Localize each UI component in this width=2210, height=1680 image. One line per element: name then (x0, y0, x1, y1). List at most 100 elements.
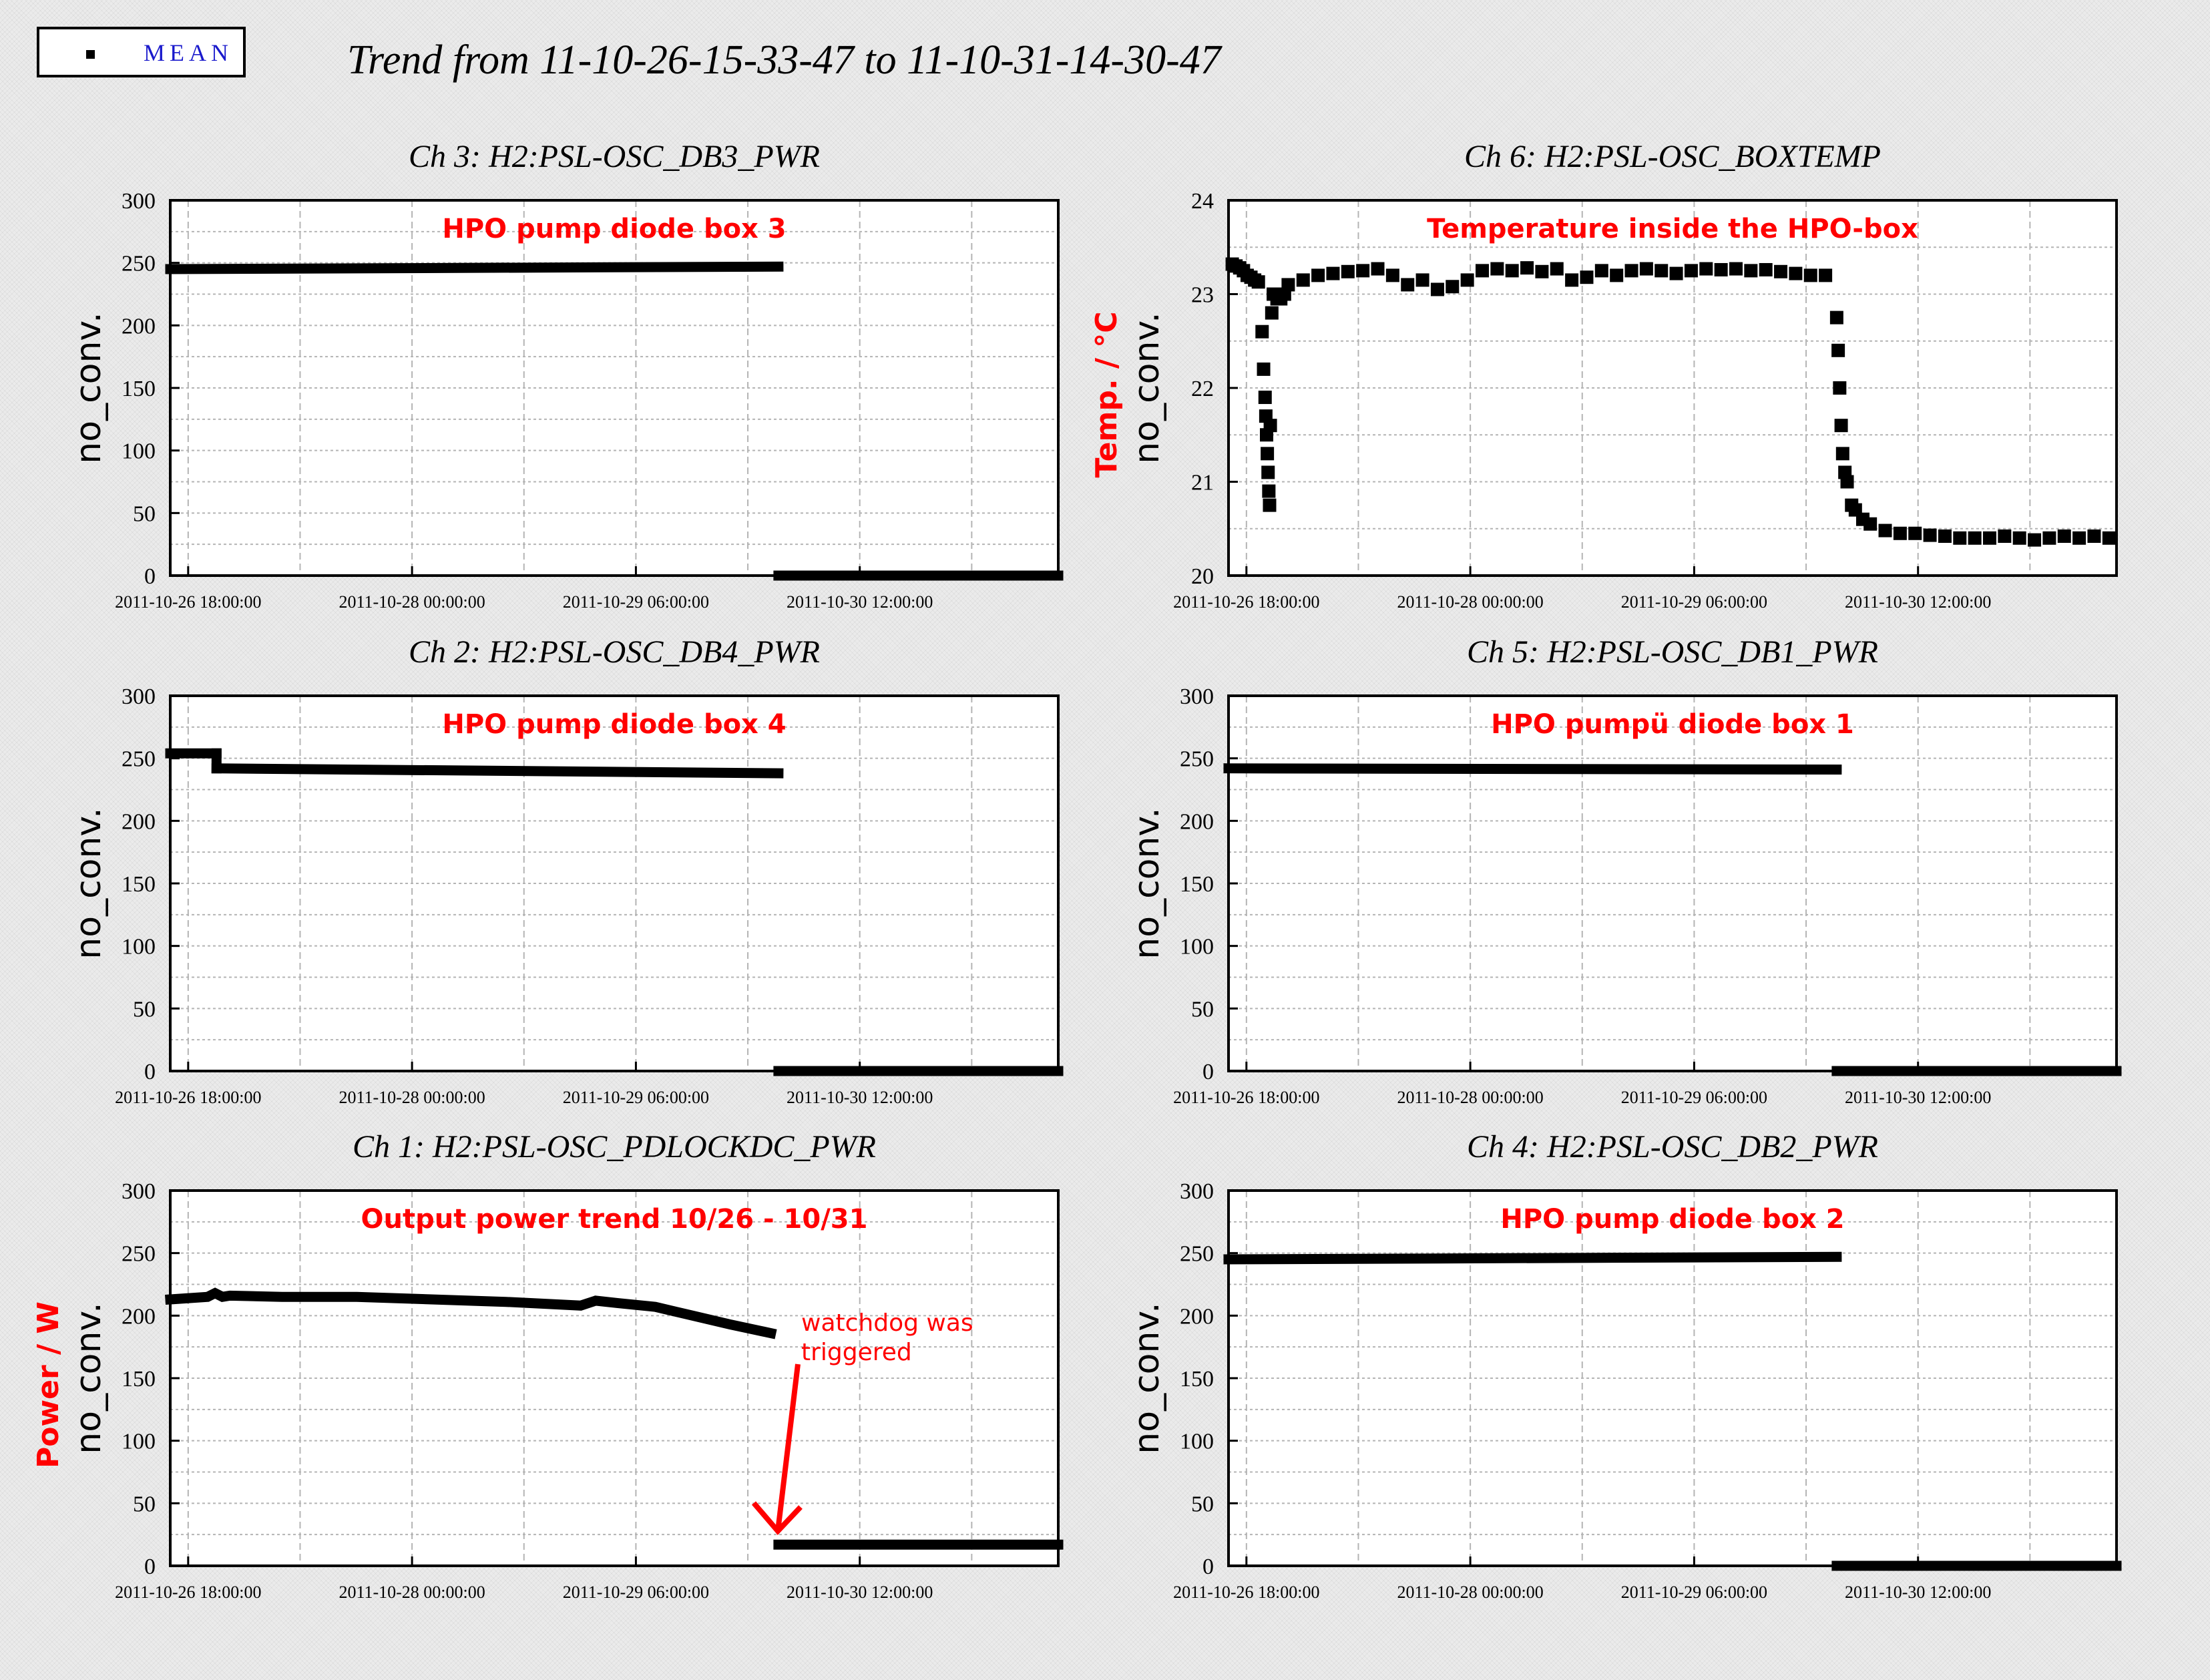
data-point (1281, 278, 1295, 292)
data-point (1744, 264, 1758, 278)
x-tick-label: 2011-10-30 12:00:00 (787, 592, 933, 612)
y-tick-label: 150 (1180, 1367, 1214, 1392)
chart-title: Ch 3: H2:PSL-OSC_DB3_PWR (409, 139, 820, 174)
x-tick-label: 2011-10-30 12:00:00 (1845, 1583, 1991, 1602)
legend-marker-square-icon (86, 50, 95, 59)
y-tick-label: 300 (1180, 684, 1214, 709)
data-point (1520, 261, 1534, 275)
x-tick-label: 2011-10-28 00:00:00 (339, 1088, 485, 1107)
y-tick-label: 20 (1191, 564, 1214, 589)
y-tick-label: 250 (122, 1242, 156, 1267)
callout-text-line: triggered (801, 1339, 912, 1366)
y-tick-label: 300 (122, 684, 156, 709)
data-series-segment-1 (1223, 1251, 1842, 1265)
data-point (1840, 475, 1854, 489)
data-point (1505, 264, 1519, 278)
y-tick-label: 24 (1191, 189, 1214, 214)
chart-panel-3: 0 50 100 150 200 250 300 2011-10-26 18:00:00 201… (69, 634, 1064, 1107)
data-point (1550, 262, 1564, 276)
y-tick-label: 250 (122, 747, 156, 772)
y-tick-label: 100 (122, 439, 156, 464)
x-tick-label: 2011-10-28 00:00:00 (1397, 1583, 1543, 1602)
data-point (1326, 266, 1340, 280)
chart-panel-4: 0 50 100 150 200 250 300 2011-10-26 18:00:00 201… (1127, 634, 2122, 1107)
data-point (1953, 531, 1967, 545)
x-tick-label: 2011-10-29 06:00:00 (1621, 1583, 1767, 1602)
y-axis-label: no_conv. (1127, 1302, 1167, 1454)
legend-label: MEAN (144, 39, 233, 66)
callout-arrow-shaft (775, 1363, 801, 1532)
chart-annotation: HPO pumpü diode box 1 (1491, 709, 1854, 740)
x-tick-label: 2011-10-28 00:00:00 (1397, 1088, 1543, 1107)
x-tick-label: 2011-10-26 18:00:00 (115, 1088, 261, 1107)
x-tick-label: 2011-10-26 18:00:00 (1173, 1088, 1319, 1107)
x-tick-label: 2011-10-28 00:00:00 (339, 592, 485, 612)
y-tick-label: 250 (122, 252, 156, 276)
data-point (1371, 262, 1385, 276)
data-point (1265, 306, 1279, 320)
x-tick-label: 2011-10-29 06:00:00 (563, 1088, 709, 1107)
chart-annotation: Output power trend 10/26 - 10/31 (361, 1204, 868, 1235)
data-point (1684, 264, 1698, 278)
data-point (1803, 268, 1817, 282)
y-tick-label: 200 (122, 1304, 156, 1329)
y-tick-label: 100 (1180, 1430, 1214, 1454)
y-axis-label: no_conv. (69, 1302, 109, 1454)
data-point (1654, 264, 1669, 278)
data-point (1356, 264, 1370, 278)
data-point (1311, 268, 1325, 282)
y-tick-label: 300 (122, 1179, 156, 1204)
data-point (1893, 526, 1907, 540)
y-tick-label: 0 (1202, 1060, 1214, 1084)
data-point (1257, 362, 1271, 376)
chart-annotation: HPO pump diode box 2 (1500, 1204, 1844, 1235)
data-point (2087, 529, 2101, 543)
y-tick-label: 150 (122, 1367, 156, 1392)
chart-panel-6: 0 50 100 150 200 250 300 2011-10-26 18:00:00 201… (1127, 1129, 2122, 1602)
data-point (1789, 266, 1803, 280)
y-tick-label: 200 (1180, 809, 1214, 834)
data-point (2072, 531, 2086, 545)
x-tick-label: 2011-10-29 06:00:00 (1621, 592, 1767, 612)
data-point (1341, 264, 1355, 278)
data-point (1863, 517, 1877, 531)
chart-title: Ch 2: H2:PSL-OSC_DB4_PWR (409, 634, 820, 670)
y-axis-unit-label: Power / W (31, 1301, 65, 1468)
y-tick-label: 150 (122, 377, 156, 401)
data-point (1908, 526, 1922, 540)
y-axis-label: no_conv. (69, 312, 109, 463)
data-point (1639, 262, 1653, 276)
data-series-segment-1 (1223, 763, 1842, 775)
chart-panel-5: 0 50 100 150 200 250 300 2011-10-26 18:00:00 201… (31, 1129, 1064, 1602)
data-point (1261, 465, 1275, 479)
data-point (1535, 264, 1549, 278)
x-tick-label: 2011-10-28 00:00:00 (339, 1583, 485, 1602)
y-tick-label: 100 (122, 935, 156, 960)
data-point (1258, 391, 1272, 405)
data-point (1834, 419, 1848, 433)
page-title: Trend from 11-10-26-15-33-47 to 11-10-31… (347, 37, 1221, 83)
data-point (2057, 529, 2071, 543)
data-point (1251, 275, 1265, 289)
y-tick-label: 50 (133, 997, 156, 1022)
chart-panel-1: 0 50 100 150 200 250 300 2011-10-26 18:00:00 201… (69, 139, 1064, 612)
chart-title: Ch 1: H2:PSL-OSC_PDLOCKDC_PWR (353, 1129, 876, 1165)
x-tick-label: 2011-10-26 18:00:00 (115, 592, 261, 612)
data-series-segment-3 (211, 763, 784, 779)
x-tick-label: 2011-10-30 12:00:00 (787, 1583, 933, 1602)
x-tick-label: 2011-10-26 18:00:00 (115, 1583, 261, 1602)
data-point (1476, 264, 1489, 278)
y-axis-label: no_conv. (69, 807, 109, 959)
data-point (1878, 523, 1892, 538)
data-point (1669, 266, 1683, 280)
data-point (1938, 529, 1952, 543)
y-tick-label: 0 (1202, 1554, 1214, 1579)
data-point (1263, 419, 1277, 433)
data-point (2012, 531, 2026, 545)
y-tick-label: 150 (122, 872, 156, 897)
data-point (2102, 531, 2116, 545)
y-tick-label: 0 (144, 1554, 156, 1579)
y-axis-unit-label: Temp. / °C (1090, 311, 1124, 477)
data-point (1729, 262, 1743, 276)
